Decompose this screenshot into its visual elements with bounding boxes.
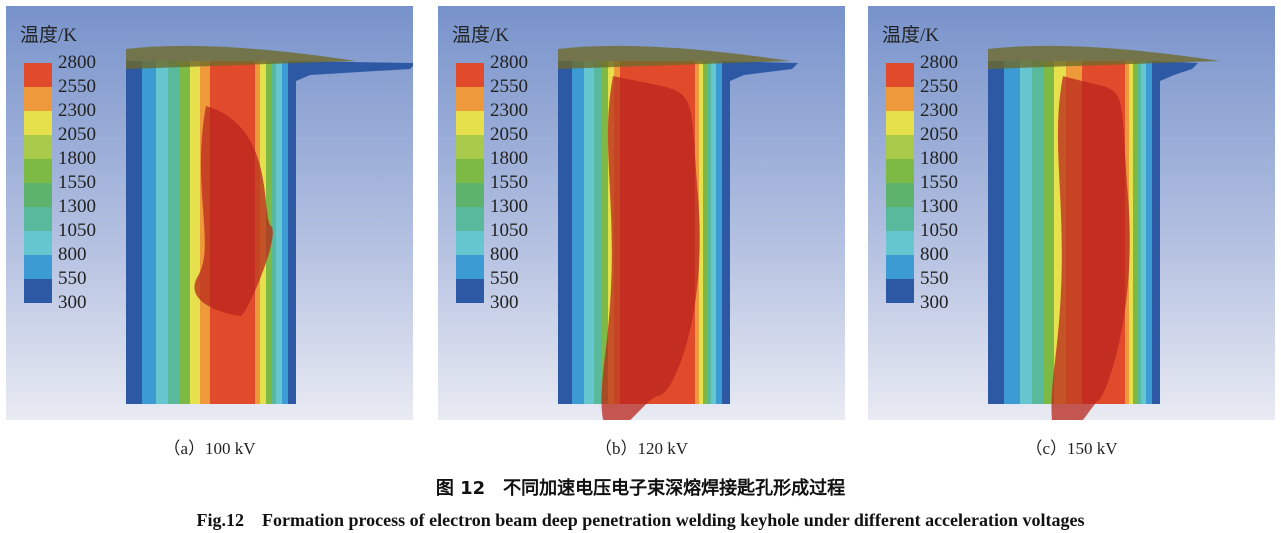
- temperature-field-simulation: [438, 6, 845, 420]
- legend-tick-label: 1800: [58, 148, 96, 169]
- legend-swatch: [886, 231, 914, 255]
- legend-swatch: [456, 183, 484, 207]
- legend-tick-label: 300: [58, 292, 87, 313]
- legend-swatch: [886, 255, 914, 279]
- legend-swatch: [24, 63, 52, 87]
- keyhole: [1051, 76, 1130, 420]
- legend-tick-label: 1550: [490, 172, 528, 193]
- legend-swatch: [886, 87, 914, 111]
- legend-tick-label: 2800: [58, 52, 96, 73]
- keyhole: [601, 76, 700, 420]
- legend-tick-label: 1300: [490, 196, 528, 217]
- panel-b: 温度/K 2800 2550 2300 2050 1800 1550 1300 1050 800 5…: [438, 6, 845, 420]
- legend-title: 温度/K: [20, 25, 78, 46]
- legend-tick-label: 2050: [490, 124, 528, 145]
- panel-label-a: （a）100 kV: [163, 439, 256, 458]
- legend-tick-label: 1050: [58, 220, 96, 241]
- legend-swatch: [24, 279, 52, 303]
- legend-swatch: [456, 207, 484, 231]
- panel-label-c: （c）150 kV: [1025, 439, 1118, 458]
- temperature-legend: 温度/K 2800 2550 2300 2050 1800 1550 1300 1050 800 5…: [880, 20, 958, 313]
- temperature-field-simulation: [6, 6, 413, 420]
- legend-swatch: [886, 111, 914, 135]
- workpiece-surface-flange: [1150, 61, 1198, 81]
- legend-swatch: [24, 255, 52, 279]
- legend-swatch: [456, 231, 484, 255]
- legend-tick-label: 1050: [490, 220, 528, 241]
- legend-title: 温度/K: [452, 25, 510, 46]
- legend-tick-label: 1800: [490, 148, 528, 169]
- legend-swatch: [886, 207, 914, 231]
- panel-label-b: （b）120 kV: [594, 439, 689, 458]
- legend-swatch: [456, 159, 484, 183]
- legend-swatch: [24, 207, 52, 231]
- temperature-legend: 温度/K 2800 2550 2300 2050 1800 1550 1300 1050 800 5…: [450, 20, 528, 313]
- legend-tick-label: 2800: [490, 52, 528, 73]
- legend-swatch: [456, 111, 484, 135]
- legend-swatch: [886, 183, 914, 207]
- legend-swatch: [886, 135, 914, 159]
- legend-swatch: [456, 63, 484, 87]
- legend-tick-label: 2550: [58, 76, 96, 97]
- legend-tick-label: 2300: [920, 100, 958, 121]
- legend-swatch: [24, 183, 52, 207]
- legend-swatch: [456, 135, 484, 159]
- legend-tick-label: 2550: [920, 76, 958, 97]
- temperature-field-simulation: [868, 6, 1275, 420]
- legend-tick-label: 550: [920, 268, 949, 289]
- legend-swatch: [24, 135, 52, 159]
- legend-tick-label: 800: [58, 244, 87, 265]
- molten-surface: [988, 45, 1220, 69]
- legend-swatch: [886, 159, 914, 183]
- molten-surface: [558, 45, 790, 69]
- legend-tick-label: 2800: [920, 52, 958, 73]
- legend-tick-label: 1050: [920, 220, 958, 241]
- legend-tick-label: 2300: [58, 100, 96, 121]
- legend-tick-label: 1550: [58, 172, 96, 193]
- keyhole: [194, 106, 273, 316]
- legend-tick-label: 2300: [490, 100, 528, 121]
- legend-swatch: [24, 111, 52, 135]
- legend-tick-label: 1300: [920, 196, 958, 217]
- panel-c: 温度/K 2800 2550 2300 2050 1800 1550 1300 1050 800 5…: [868, 6, 1275, 420]
- legend-tick-label: 300: [490, 292, 519, 313]
- workpiece-surface-flange: [720, 61, 798, 81]
- temperature-legend: 温度/K 2800 2550 2300 2050 1800 1550 1300 1050 800 5…: [18, 20, 96, 313]
- legend-tick-label: 2050: [58, 124, 96, 145]
- legend-swatch: [24, 87, 52, 111]
- legend-tick-label: 550: [490, 268, 519, 289]
- legend-tick-label: 1550: [920, 172, 958, 193]
- legend-swatch: [24, 231, 52, 255]
- legend-tick-label: 300: [920, 292, 949, 313]
- legend-swatch: [886, 63, 914, 87]
- legend-tick-label: 2550: [490, 76, 528, 97]
- molten-surface: [126, 45, 356, 69]
- legend-tick-label: 1800: [920, 148, 958, 169]
- panel-a: 温度/K 2800 2550 2300 2050 1800 1550 1300 1050 800 5…: [6, 6, 413, 420]
- workpiece-surface-flange: [286, 61, 413, 81]
- legend-tick-label: 550: [58, 268, 87, 289]
- figure-caption-english: Fig.12 Formation process of electron bea…: [196, 510, 1085, 530]
- legend-tick-label: 800: [490, 244, 519, 265]
- legend-tick-label: 2050: [920, 124, 958, 145]
- legend-swatch: [456, 87, 484, 111]
- legend-swatch: [456, 279, 484, 303]
- legend-swatch: [24, 159, 52, 183]
- legend-swatch: [886, 279, 914, 303]
- figure-caption-chinese: 图 12 不同加速电压电子束深熔焊接匙孔形成过程: [435, 478, 846, 499]
- legend-title: 温度/K: [882, 25, 940, 46]
- legend-swatch: [456, 255, 484, 279]
- legend-tick-label: 800: [920, 244, 949, 265]
- legend-tick-label: 1300: [58, 196, 96, 217]
